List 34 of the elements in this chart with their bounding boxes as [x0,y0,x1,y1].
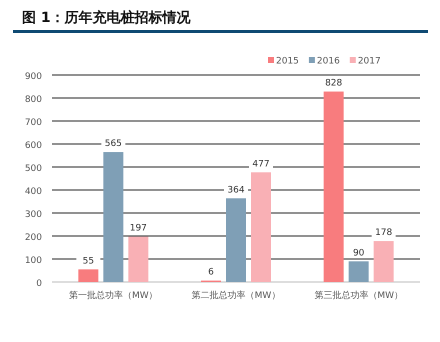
bar [103,152,124,282]
data-label: 55 [82,256,94,266]
y-tick-label: 500 [24,164,42,174]
data-label: 565 [104,139,122,150]
y-tick-label: 900 [24,72,42,82]
x-tick-label: 第一批总功率（MW） [68,290,158,301]
y-tick-label: 800 [24,95,42,105]
y-tick-label: 700 [24,118,42,128]
data-label: 477 [252,159,270,170]
y-tick-label: 600 [24,141,42,151]
legend-label: 2016 [316,56,340,66]
data-label: 6 [208,268,214,278]
data-label: 197 [130,224,147,234]
bar [251,172,271,282]
y-tick-label: 400 [24,187,42,197]
bar [128,236,148,282]
x-tick-label: 第二批总功率（MW） [192,290,280,301]
bar [324,92,344,282]
y-tick-label: 100 [24,256,42,266]
chart-title: 图 1：历年充电桩招标情况 [22,9,192,26]
data-label: 90 [352,248,365,258]
y-tick-label: 300 [24,210,42,220]
y-tick-label: 200 [24,233,42,243]
x-tick-label: 第三批总功率（MW） [314,290,404,301]
legend-label: 2015 [276,56,299,66]
data-label: 828 [325,78,343,89]
bar [348,261,369,282]
data-label: 364 [227,185,245,196]
bar [374,241,394,282]
y-tick-label: 0 [36,279,42,289]
bar [78,269,98,282]
legend-label: 2017 [358,56,381,66]
bar [226,198,246,282]
data-label: 178 [375,228,393,238]
